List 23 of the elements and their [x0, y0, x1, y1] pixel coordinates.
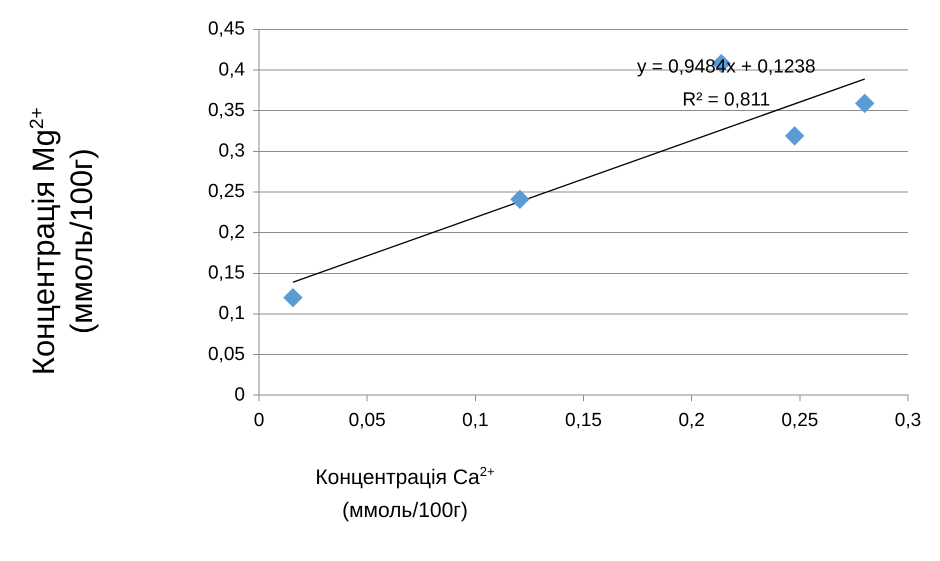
point: [283, 288, 302, 308]
text: Концентрація Ca$^{2+}$ (ммоль/100г): [315, 464, 495, 522]
x-tick-label: 0,1: [462, 410, 489, 431]
y-tick-label: 0,15: [208, 262, 245, 284]
y-tick-label: 0,2: [218, 222, 245, 243]
x-tick-label: 0,15: [565, 410, 602, 431]
y-tick-label: 0: [234, 384, 245, 406]
x-tick-label: 0,05: [348, 410, 386, 431]
y-tick-label: 0,3: [218, 140, 245, 162]
y-tick-label: 0,25: [208, 181, 245, 202]
y-tick-label: 0,05: [208, 344, 245, 365]
y-tick-label: 0,4: [218, 59, 246, 80]
point: [510, 190, 530, 209]
x-tick-label: 0,25: [781, 410, 818, 431]
y-tick-label: 0,45: [208, 18, 245, 40]
x-tick-label: 0,3: [894, 410, 922, 431]
y-tick-label: 0,35: [208, 100, 245, 121]
y-tick-label: 0,1: [218, 303, 245, 324]
x-tick-label: 0,2: [678, 410, 705, 431]
point: [785, 126, 804, 146]
point: [855, 94, 874, 113]
x-tick-label: 0: [254, 410, 264, 431]
annotation: R² = 0,811: [682, 90, 770, 111]
